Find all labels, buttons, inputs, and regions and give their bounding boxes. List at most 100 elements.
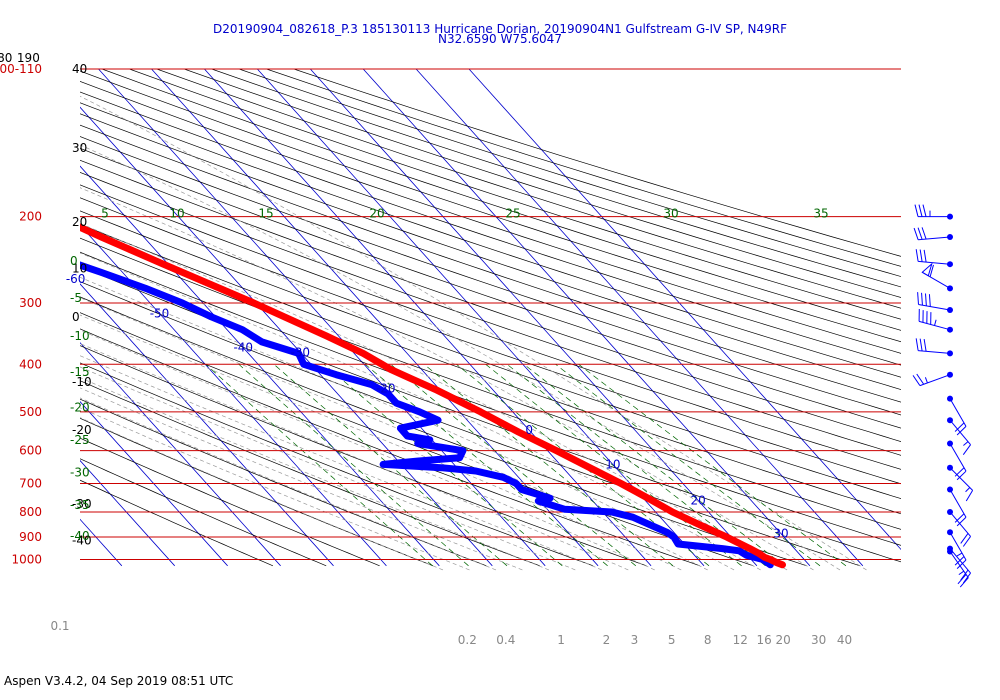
mixing-ratio-line xyxy=(364,364,608,567)
wind-barb xyxy=(947,548,969,588)
moist-adiabat-line xyxy=(80,252,761,571)
moist-adiabat-label: 25 xyxy=(505,206,520,220)
moist-adiabat-line xyxy=(80,329,655,571)
dry-adiabat-line xyxy=(80,223,901,515)
dry-adiabat-line xyxy=(80,380,540,567)
wind-barb-staff xyxy=(949,443,967,472)
mixing-ratio-line xyxy=(390,364,637,567)
moist-adiabat-label: 10 xyxy=(169,206,184,220)
moist-adiabat-label: 30 xyxy=(663,206,678,220)
pressure-label: 1000 xyxy=(11,553,42,567)
wind-barb xyxy=(917,292,953,314)
temperature-profile xyxy=(80,223,786,569)
wind-barb-flag xyxy=(918,204,923,217)
left-temperature-label: -40 xyxy=(72,534,92,548)
moist-adiabat-line xyxy=(80,144,841,571)
mixing-ratio-label: 40 xyxy=(837,633,852,647)
dry-adiabat-line xyxy=(80,102,901,378)
mixing-ratio-label: 0.1 xyxy=(50,619,69,633)
wind-barb-flag xyxy=(912,375,921,386)
moist-adiabat-label: 35 xyxy=(813,206,828,220)
isotherm-line xyxy=(468,69,901,551)
mixing-ratio-line xyxy=(555,364,821,567)
left-temperature-label: 40 xyxy=(72,62,87,76)
mixing-ratio-label: 0.4 xyxy=(496,633,515,647)
dry-adiabat-line xyxy=(80,159,901,442)
theta-tick-label: 190 xyxy=(17,51,40,65)
dry-adiabat-line xyxy=(80,172,901,456)
mixing-ratio-label: 8 xyxy=(704,633,712,647)
dry-adiabat-line xyxy=(211,69,901,288)
isotherm-line xyxy=(415,69,864,567)
mixing-ratio-line xyxy=(273,364,508,567)
wind-barb-flag xyxy=(929,264,934,277)
moist-adiabat-label: -10 xyxy=(70,329,90,343)
wind-barb-flag xyxy=(962,444,971,456)
wind-barb xyxy=(921,262,953,292)
moist-adiabat-line xyxy=(80,187,814,571)
wind-barb-flag xyxy=(924,293,927,306)
wind-barb xyxy=(947,486,967,527)
mixing-ratio-label: 16 xyxy=(757,633,772,647)
wind-barb-flag xyxy=(928,294,931,307)
wind-barb-flag xyxy=(965,490,974,502)
wind-barb xyxy=(947,529,967,569)
theta-tick-label: 180 xyxy=(0,51,12,65)
wind-barb-flag xyxy=(915,338,919,351)
wind-barb xyxy=(947,508,971,547)
moist-adiabat-label: -40 xyxy=(70,529,90,543)
moist-adiabat-line xyxy=(80,223,788,571)
wind-barb-flag xyxy=(960,533,969,544)
mixing-ratio-label: 30 xyxy=(811,633,826,647)
isotherm-line xyxy=(98,69,546,567)
dry-adiabat-line xyxy=(129,69,901,320)
moist-adiabat-label: -35 xyxy=(70,498,90,512)
wind-barb-flag xyxy=(960,569,969,581)
moist-adiabat-line xyxy=(80,397,497,571)
moist-adiabat-label: 0 xyxy=(70,254,78,268)
isotherm-label: -40 xyxy=(233,341,253,355)
wind-barb-flag xyxy=(922,204,927,217)
isotherm-label: -20 xyxy=(376,381,396,395)
mixing-ratio-line xyxy=(205,364,433,567)
wind-barb-staff xyxy=(918,350,951,354)
dry-adiabat-line xyxy=(184,69,901,298)
wind-barb-flag xyxy=(957,574,967,585)
dry-adiabat-line xyxy=(80,197,901,485)
moist-adiabat-line xyxy=(80,343,629,571)
wind-barb-flag xyxy=(913,227,919,240)
wind-barb-flag xyxy=(916,373,925,385)
left-temperature-label: 0 xyxy=(72,310,80,324)
moist-adiabat-line xyxy=(80,297,708,571)
pressure-label: 300 xyxy=(19,296,42,310)
dry-adiabat-line xyxy=(80,147,901,429)
wind-barb-half-flag xyxy=(965,487,971,493)
wind-barb-flag xyxy=(914,204,919,217)
moist-adiabat-label: 20 xyxy=(369,206,384,220)
moist-adiabat-line xyxy=(80,276,735,571)
chart-subtitle-location: N32.6590 W75.6047 xyxy=(438,32,562,46)
wind-barb xyxy=(913,227,953,241)
dry-adiabat-line xyxy=(80,81,901,354)
wind-barb-half-flag xyxy=(924,377,928,384)
isotherm-label: 20 xyxy=(691,493,706,507)
isotherm-line xyxy=(0,69,69,566)
mixing-ratio-line xyxy=(323,364,563,567)
moist-adiabat-line xyxy=(80,95,867,571)
wind-barb-flag xyxy=(956,559,967,569)
wind-barb-flag xyxy=(917,227,923,240)
dry-adiabat-line xyxy=(80,362,594,567)
wind-barb-flag xyxy=(919,338,923,352)
mixing-ratio-label: 12 xyxy=(733,633,748,647)
wind-barb-flag xyxy=(917,292,919,305)
mixing-ratio-line xyxy=(578,364,847,567)
wind-barb-flag xyxy=(915,249,919,262)
wind-barb xyxy=(912,371,953,387)
wind-barb-flag xyxy=(923,338,927,352)
dry-adiabat-line xyxy=(80,296,807,567)
wind-barb-staff xyxy=(949,551,969,578)
left-temperature-label: -20 xyxy=(72,423,92,437)
dry-adiabat-line xyxy=(101,69,901,331)
wind-barb-flag xyxy=(956,426,967,436)
